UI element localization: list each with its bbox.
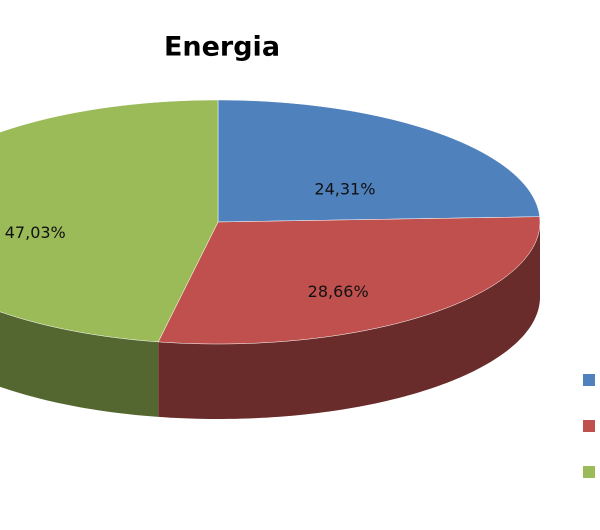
legend-marker: [583, 466, 595, 478]
slice: [0, 99, 219, 343]
value-label: 24,31%: [314, 179, 375, 198]
value-label: 47,03%: [5, 223, 66, 242]
chart-title: Energia: [164, 32, 280, 63]
legend-marker: [583, 420, 595, 432]
slice: [157, 216, 541, 345]
slice-side: [158, 222, 540, 419]
slice: [217, 99, 540, 223]
legend-marker: [583, 374, 595, 386]
value-label: 28,66%: [308, 282, 369, 301]
